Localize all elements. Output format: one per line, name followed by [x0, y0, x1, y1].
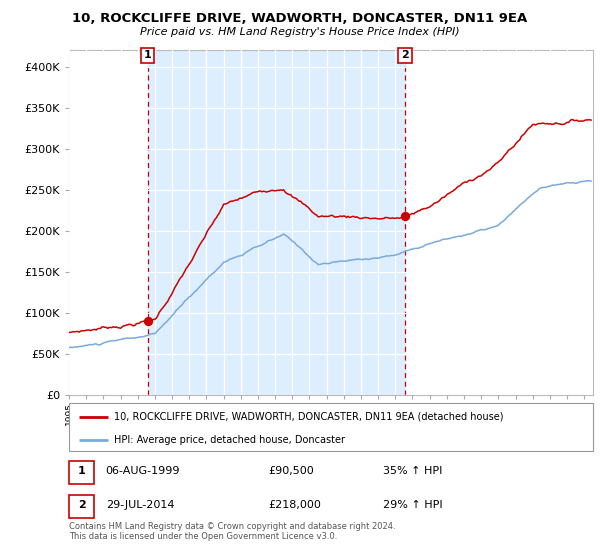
Text: 2: 2	[77, 500, 85, 510]
Bar	[148, 50, 405, 395]
Text: Contains HM Land Registry data © Crown copyright and database right 2024.
This d: Contains HM Land Registry data © Crown c…	[69, 522, 395, 542]
Text: 10, ROCKCLIFFE DRIVE, WADWORTH, DONCASTER, DN11 9EA (detached house): 10, ROCKCLIFFE DRIVE, WADWORTH, DONCASTE…	[113, 412, 503, 422]
Point	[143, 316, 152, 325]
Text: 29% ↑ HPI: 29% ↑ HPI	[383, 500, 443, 510]
Text: Price paid vs. HM Land Registry's House Price Index (HPI): Price paid vs. HM Land Registry's House …	[140, 27, 460, 37]
Text: £218,000: £218,000	[268, 500, 321, 510]
Text: 06-AUG-1999: 06-AUG-1999	[106, 466, 180, 476]
Text: 2: 2	[401, 50, 409, 60]
Text: £90,500: £90,500	[268, 466, 314, 476]
Text: 1: 1	[144, 50, 152, 60]
Point	[400, 212, 410, 221]
Text: 35% ↑ HPI: 35% ↑ HPI	[383, 466, 443, 476]
FancyBboxPatch shape	[69, 461, 94, 484]
Text: 29-JUL-2014: 29-JUL-2014	[106, 500, 174, 510]
FancyBboxPatch shape	[69, 403, 593, 451]
FancyBboxPatch shape	[69, 495, 94, 518]
Text: HPI: Average price, detached house, Doncaster: HPI: Average price, detached house, Donc…	[113, 435, 344, 445]
Text: 10, ROCKCLIFFE DRIVE, WADWORTH, DONCASTER, DN11 9EA: 10, ROCKCLIFFE DRIVE, WADWORTH, DONCASTE…	[73, 12, 527, 25]
Text: 1: 1	[77, 466, 85, 476]
